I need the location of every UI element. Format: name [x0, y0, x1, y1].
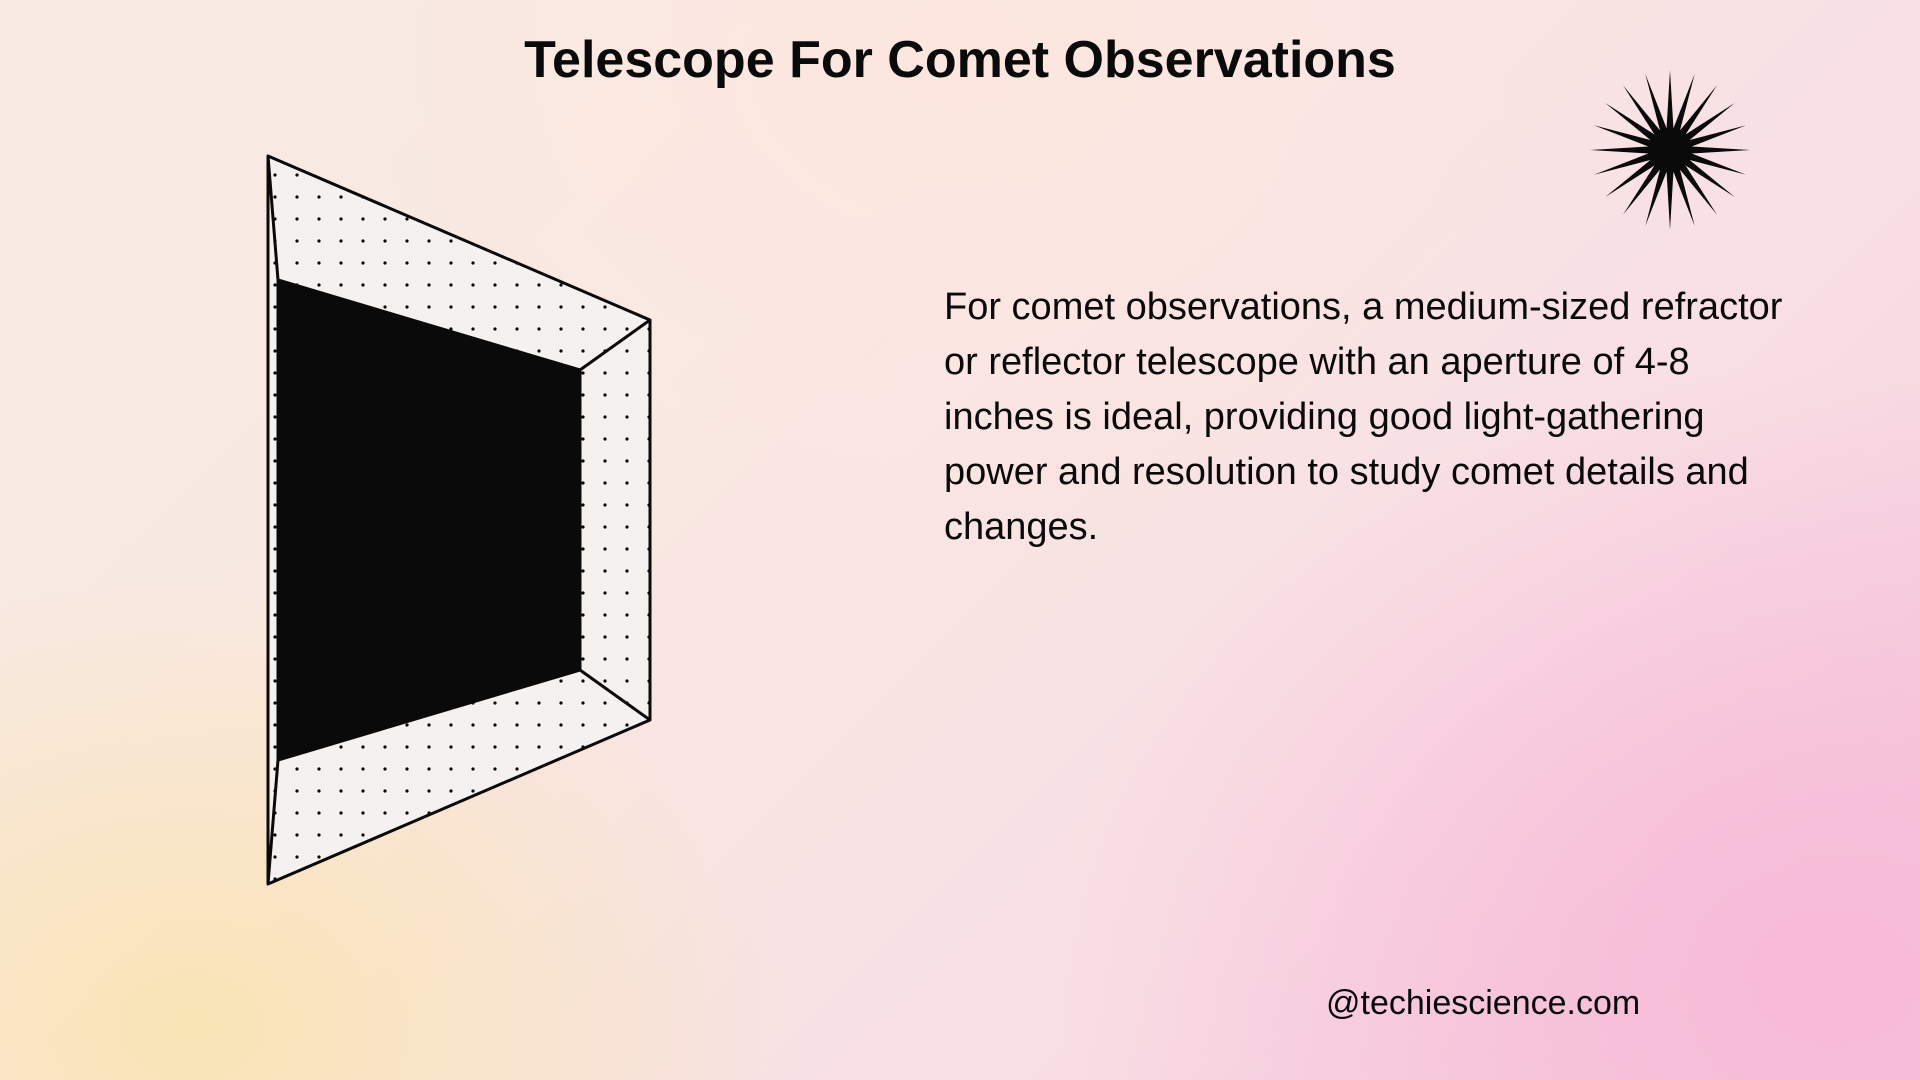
shape-group	[220, 120, 940, 1040]
slide-canvas: Telescope For Comet Observations For com…	[0, 0, 1920, 1080]
body-paragraph: For comet observations, a medium-sized r…	[944, 280, 1784, 555]
geometric-illustration	[220, 120, 940, 1040]
starburst-icon	[1570, 50, 1770, 250]
attribution-text: @techiescience.com	[1326, 984, 1640, 1023]
starburst-polygon	[1590, 70, 1750, 230]
